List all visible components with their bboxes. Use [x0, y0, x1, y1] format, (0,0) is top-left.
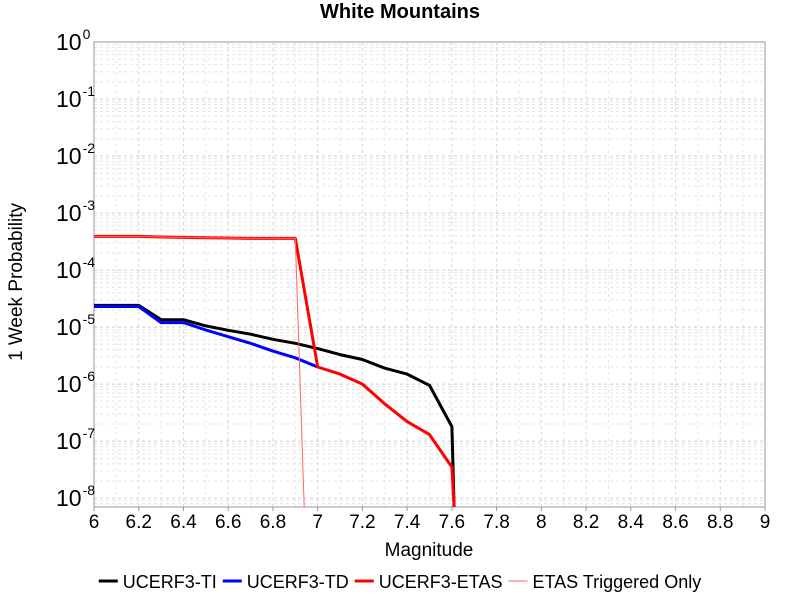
y-tick-label: 10-6 — [56, 368, 95, 397]
x-tick-label: 7.6 — [439, 512, 465, 533]
y-tick-label: 10-8 — [56, 482, 95, 511]
y-tick-label: 10-5 — [56, 311, 95, 340]
x-tick-label: 6.4 — [170, 512, 197, 533]
legend-label: UCERF3-TI — [123, 572, 217, 592]
x-tick-label: 8.4 — [618, 512, 645, 533]
x-axis-label: Magnitude — [385, 540, 474, 561]
y-tick-label: 10-2 — [56, 140, 95, 169]
series-line-etas-triggered-only — [94, 235, 305, 508]
x-tick-label: 6 — [89, 512, 100, 533]
x-tick-label: 8.2 — [573, 512, 599, 533]
x-tick-label: 7 — [312, 512, 323, 533]
y-tick-label: 10-7 — [56, 425, 95, 454]
x-tick-label: 7.8 — [483, 512, 509, 533]
x-tick-label: 8.6 — [662, 512, 688, 533]
x-tick-label: 8.8 — [707, 512, 733, 533]
series-line-ucerf3-td — [94, 305, 319, 369]
x-ticks: 6 6.2 6.4 6.6 6.8 7 7.2 7.4 7.6 7.8 8 8.2 8.4 8.6 8.8 9 — [89, 507, 771, 533]
y-tick-label: 100 — [56, 26, 91, 55]
y-axis-label: 1 Week Probability — [6, 202, 27, 361]
x-tick-label: 6.6 — [215, 512, 241, 533]
chart-title: White Mountains — [320, 1, 480, 23]
legend-label: ETAS Triggered Only — [532, 572, 701, 592]
y-tick-label: 10-1 — [56, 83, 95, 112]
plot-frame — [93, 41, 766, 508]
y-ticks: 100 10-1 10-2 10-3 10-4 10-5 10-6 10-7 10-8 — [56, 26, 95, 511]
x-tick-label: 7.2 — [349, 512, 375, 533]
y-tick-label: 10-4 — [56, 254, 95, 283]
legend-label: UCERF3-ETAS — [379, 572, 503, 592]
legend-label: UCERF3-TD — [247, 572, 349, 592]
series-line-ucerf3-ti — [94, 303, 456, 508]
y-tick-label: 10-3 — [56, 197, 95, 226]
x-tick-label: 9 — [760, 512, 771, 533]
x-tick-label: 6.2 — [126, 512, 152, 533]
x-tick-label: 6.8 — [260, 512, 286, 533]
x-tick-label: 8 — [536, 512, 547, 533]
legend: UCERF3-TI UCERF3-TD UCERF3-ETAS ETAS Trigge… — [98, 572, 701, 592]
grid-layer — [93, 41, 766, 508]
series-layer — [94, 234, 456, 508]
x-tick-label: 7.4 — [394, 512, 421, 533]
